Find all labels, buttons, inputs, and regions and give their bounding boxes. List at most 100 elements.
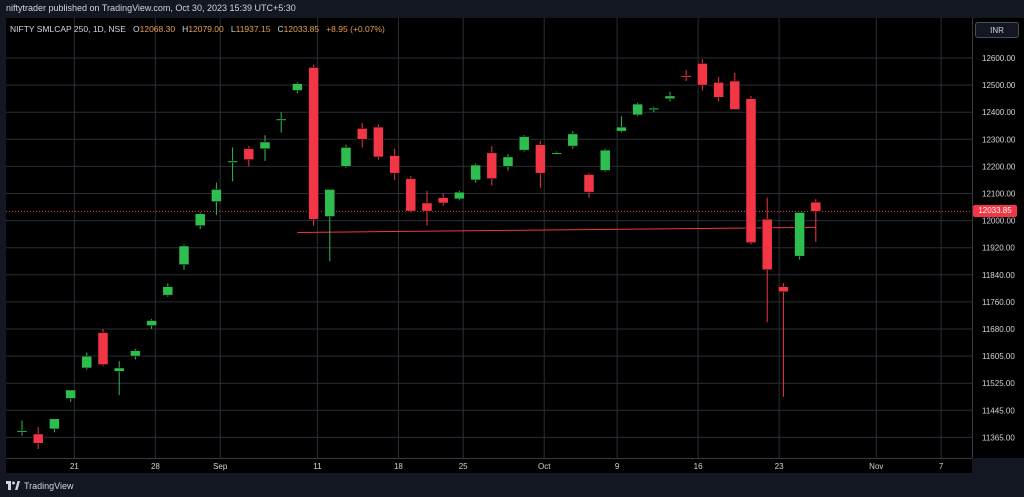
- tradingview-logo[interactable]: TradingView: [6, 481, 74, 491]
- candle-body: [745, 98, 757, 243]
- candle-body: [211, 189, 222, 202]
- candle-body: [551, 152, 562, 155]
- candle-body: [389, 155, 400, 174]
- chart-plot-area[interactable]: [6, 18, 972, 458]
- candle-body: [778, 286, 789, 292]
- price-tick-label: 12000.00: [982, 217, 1016, 226]
- last-price-tag: 12033.85: [973, 205, 1017, 218]
- time-tick-label: 7: [939, 462, 944, 471]
- price-tick-label: 12500.00: [982, 81, 1016, 90]
- candle-body: [713, 82, 724, 98]
- price-tick-label: 11920.00: [982, 244, 1015, 253]
- candle-body: [567, 133, 579, 147]
- symbol-name: NIFTY SMLCAP 250, 1D, NSE: [10, 24, 126, 34]
- open-label: O: [133, 24, 140, 34]
- price-tick-label: 11445.00: [982, 406, 1015, 415]
- candle-body: [697, 63, 708, 86]
- tradingview-logo-icon: [6, 481, 20, 490]
- close-value: 12033.85: [283, 24, 320, 34]
- candle-body: [648, 107, 660, 110]
- time-tick-label: Nov: [869, 462, 883, 471]
- candle-body: [810, 201, 822, 212]
- candle-body: [32, 433, 44, 444]
- candle-body: [373, 126, 384, 158]
- time-tick-label: 21: [70, 462, 79, 471]
- candle-body: [405, 178, 417, 212]
- candle-body: [470, 164, 481, 181]
- candle-body: [632, 103, 643, 116]
- price-tick-label: 12300.00: [982, 135, 1016, 144]
- price-tick-label: 12200.00: [982, 162, 1016, 171]
- candle-body: [194, 213, 206, 226]
- candle-body: [308, 67, 319, 220]
- candlestick-chart[interactable]: [6, 18, 972, 458]
- candle-body: [178, 245, 190, 265]
- high-label: H: [182, 24, 189, 34]
- price-tick-label: 12600.00: [982, 54, 1016, 63]
- change-value: +8.95 (+0.07%): [326, 24, 385, 34]
- time-tick-label: 25: [459, 462, 468, 471]
- high-value: 12079.00: [188, 24, 224, 34]
- candle-body: [486, 152, 498, 179]
- price-tick-label: 11760.00: [982, 298, 1015, 307]
- price-tick-label: 11840.00: [982, 271, 1015, 280]
- brand-name: TradingView: [24, 481, 74, 491]
- candle-body: [421, 202, 433, 212]
- candle-body: [49, 418, 60, 430]
- candle-body: [437, 197, 449, 204]
- candle-body: [146, 320, 157, 326]
- close-label: C: [277, 24, 284, 34]
- publish-header: niftytrader published on TradingView.com…: [0, 0, 1024, 18]
- price-tick-label: 11365.00: [982, 433, 1015, 442]
- candle-body: [761, 218, 773, 270]
- candle-body: [502, 156, 514, 167]
- candle-body: [243, 148, 255, 160]
- low-value: 11937.15: [235, 24, 271, 34]
- candle-body: [65, 389, 76, 399]
- candle-body: [324, 189, 336, 217]
- price-tick-label: 12100.00: [982, 190, 1016, 199]
- price-tick-label: 11680.00: [982, 325, 1015, 334]
- open-value: 12068.30: [139, 24, 176, 34]
- candle-body: [130, 350, 141, 357]
- currency-button[interactable]: INR: [975, 22, 1019, 38]
- time-axis-labels: 21 28 Sep 11 18 25 Oct 9 16 23 Nov 7: [70, 462, 944, 471]
- candle-body: [794, 212, 805, 257]
- candle-body: [340, 147, 352, 167]
- horizontal-trend-line: [297, 226, 816, 233]
- candle-body: [599, 149, 611, 171]
- time-axis[interactable]: 21 28 Sep 11 18 25 Oct 9 16 23 Nov 7: [6, 458, 972, 473]
- footer-bar: [0, 475, 1024, 497]
- candle-body: [680, 75, 692, 78]
- time-tick-label: 18: [394, 462, 403, 471]
- symbol-legend: NIFTY SMLCAP 250, 1D, NSE O12068.30 H120…: [10, 24, 385, 34]
- publish-text: niftytrader published on TradingView.com…: [6, 3, 296, 13]
- candle-body: [113, 367, 125, 372]
- price-tick-label: 11525.00: [982, 379, 1015, 388]
- candle-body: [729, 80, 741, 110]
- candle-body: [454, 191, 465, 200]
- time-tick-label: Oct: [538, 462, 551, 471]
- candle-body: [356, 128, 368, 140]
- candle-body: [259, 141, 271, 150]
- candle-body: [162, 286, 174, 296]
- time-tick-label: Sep: [213, 462, 228, 471]
- candle-body: [535, 144, 546, 174]
- time-tick-label: 16: [694, 462, 703, 471]
- price-axis-labels: 12600.00 12500.00 12400.00 12300.00 12200.00…: [982, 54, 1016, 442]
- candle-body: [275, 118, 287, 121]
- candle-body: [292, 83, 303, 91]
- candle-body: [518, 136, 530, 151]
- candle-body: [227, 160, 238, 163]
- candle-body: [583, 174, 595, 193]
- price-tick-label: 11605.00: [982, 352, 1015, 361]
- candle-body: [664, 95, 676, 99]
- price-axis[interactable]: 12600.00 12500.00 12400.00 12300.00 12200.00…: [972, 18, 1024, 458]
- candle-body: [81, 355, 93, 369]
- time-tick-label: 23: [775, 462, 784, 471]
- time-tick-label: 28: [151, 462, 160, 471]
- candle-body: [16, 430, 28, 433]
- candle-body: [97, 332, 109, 365]
- price-tick-label: 12400.00: [982, 108, 1016, 117]
- time-tick-label: 9: [615, 462, 620, 471]
